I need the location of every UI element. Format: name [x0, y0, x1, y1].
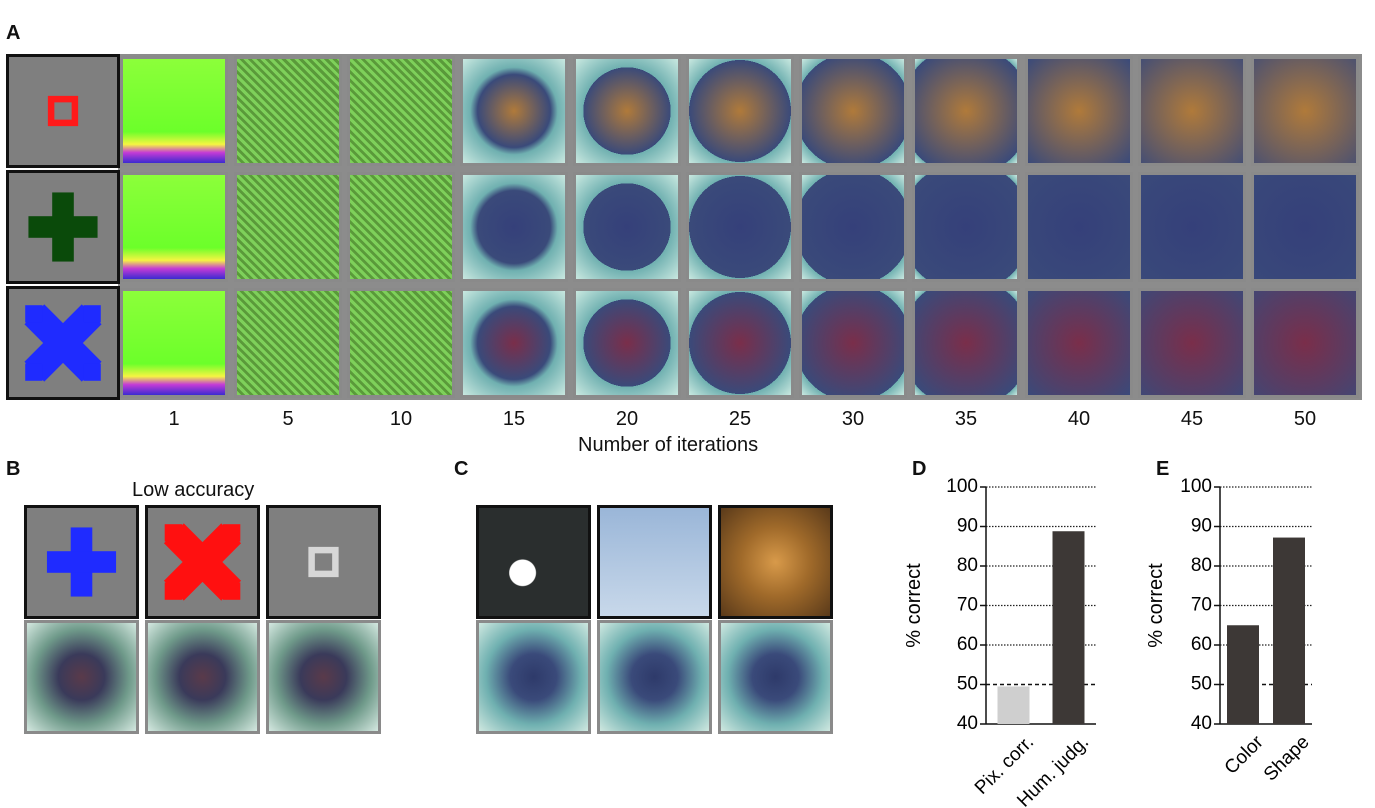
reconstruction-image	[799, 172, 907, 282]
iteration-label: 25	[728, 408, 752, 430]
reconstruction-image	[234, 56, 342, 166]
reconstruction-image	[145, 620, 260, 734]
reconstruction-image	[266, 620, 381, 734]
panel-letter-b: B	[6, 458, 21, 480]
reconstruction-image	[347, 288, 455, 398]
stimulus-square	[6, 54, 120, 168]
stimulus-cross	[6, 286, 120, 400]
iteration-label: 1	[168, 408, 180, 430]
x-tick-label: Shape	[1260, 732, 1314, 786]
reconstruction-image	[573, 172, 681, 282]
reconstruction-image	[686, 56, 794, 166]
stimulus-plus	[24, 505, 139, 619]
airplane-photo	[597, 505, 712, 619]
y-tick-label: 60	[1191, 634, 1212, 655]
iteration-label: 10	[389, 408, 413, 430]
reconstruction-image	[234, 288, 342, 398]
reconstruction-image	[120, 56, 228, 166]
iteration-label: 15	[502, 408, 526, 430]
reconstruction-image	[1251, 56, 1359, 166]
low-accuracy-title: Low accuracy	[132, 479, 255, 501]
y-axis-label: % correct	[1145, 563, 1167, 648]
reconstruction-image	[347, 56, 455, 166]
reconstruction-image	[912, 172, 1020, 282]
reconstruction-image	[460, 172, 568, 282]
y-tick-label: 50	[957, 674, 978, 695]
reconstruction-image	[573, 288, 681, 398]
reconstruction-image	[476, 620, 591, 734]
reconstruction-image	[120, 172, 228, 282]
y-tick-label: 90	[1191, 516, 1212, 537]
reconstruction-image	[573, 56, 681, 166]
y-tick-label: 100	[946, 476, 978, 497]
reconstruction-image	[799, 56, 907, 166]
y-tick-label: 40	[957, 713, 978, 734]
iteration-label: 30	[841, 408, 865, 430]
panel-letter-e: E	[1156, 458, 1170, 480]
iterations-axis-label: Number of iterations	[578, 434, 759, 456]
reconstruction-image	[912, 56, 1020, 166]
stimulus-plus	[6, 170, 120, 284]
iteration-label: 5	[282, 408, 294, 430]
iteration-label: 50	[1293, 408, 1317, 430]
y-tick-label: 90	[957, 516, 978, 537]
reconstruction-image	[1138, 56, 1246, 166]
reconstruction-image	[24, 620, 139, 734]
stimulus-cross	[145, 505, 260, 619]
reconstruction-image	[347, 172, 455, 282]
bar-shape	[1273, 537, 1305, 724]
y-tick-label: 70	[957, 595, 978, 616]
y-tick-label: 50	[1191, 674, 1212, 695]
reconstruction-image	[686, 172, 794, 282]
iteration-label: 20	[615, 408, 639, 430]
stimulus-square	[266, 505, 381, 619]
y-axis-label: % correct	[903, 563, 925, 648]
panel-letter-d: D	[912, 458, 927, 480]
reconstruction-image	[234, 172, 342, 282]
bar-color	[1227, 625, 1259, 724]
reconstruction-image	[1251, 172, 1359, 282]
reconstruction-image	[460, 288, 568, 398]
leopard-photo	[718, 505, 833, 619]
reconstruction-image	[1025, 288, 1133, 398]
bar-pix-corr-	[997, 686, 1030, 724]
iteration-label: 45	[1180, 408, 1204, 430]
reconstruction-image	[1138, 172, 1246, 282]
y-tick-label: 100	[1180, 476, 1212, 497]
panel-letter-a: A	[6, 22, 21, 44]
y-tick-label: 40	[1191, 713, 1212, 734]
y-tick-label: 80	[957, 555, 978, 576]
panel-letter-c: C	[454, 458, 469, 480]
reconstruction-image	[1138, 288, 1246, 398]
reconstruction-image	[718, 620, 833, 734]
bar-hum-judg-	[1052, 531, 1085, 724]
reconstruction-image	[120, 288, 228, 398]
reconstruction-image	[1251, 288, 1359, 398]
reconstruction-image	[1025, 172, 1133, 282]
swan-photo	[476, 505, 591, 619]
y-tick-label: 80	[1191, 555, 1212, 576]
y-tick-label: 70	[1191, 595, 1212, 616]
iteration-label: 35	[954, 408, 978, 430]
reconstruction-image	[912, 288, 1020, 398]
reconstruction-image	[1025, 56, 1133, 166]
y-tick-label: 60	[957, 634, 978, 655]
reconstruction-image	[460, 56, 568, 166]
iteration-label: 40	[1067, 408, 1091, 430]
reconstruction-image	[686, 288, 794, 398]
reconstruction-image	[597, 620, 712, 734]
reconstruction-image	[799, 288, 907, 398]
